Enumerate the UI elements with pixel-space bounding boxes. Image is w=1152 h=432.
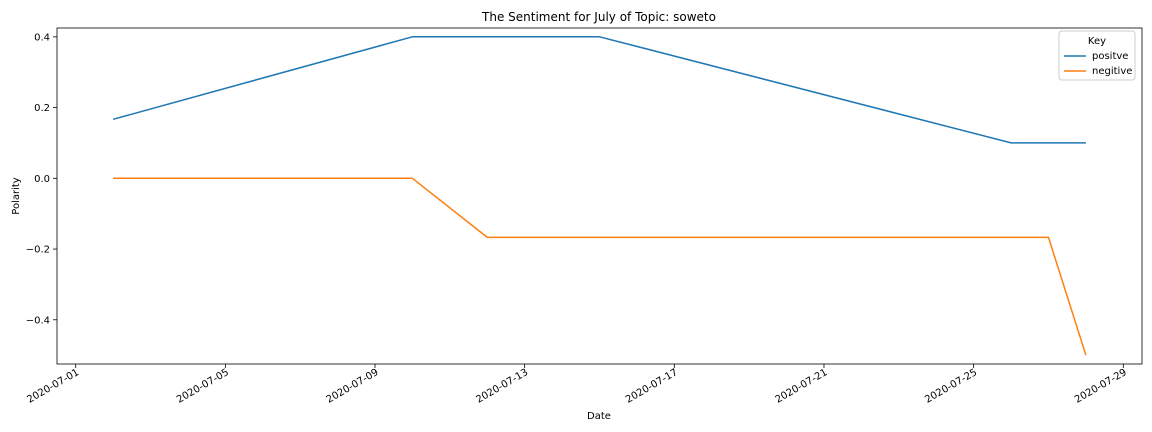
series-line-negitive bbox=[113, 177, 1087, 356]
chart-title: The Sentiment for July of Topic: soweto bbox=[481, 10, 716, 24]
legend-label-positve: positve bbox=[1092, 51, 1128, 62]
y-tick-label: 0.4 bbox=[34, 32, 50, 43]
legend-title: Key bbox=[1088, 36, 1106, 47]
plot-frame bbox=[56, 27, 1143, 365]
series-line-positve bbox=[112, 36, 1086, 144]
y-tick-label: −0.2 bbox=[26, 245, 50, 256]
y-axis-label: Polarity bbox=[11, 177, 22, 215]
y-tick-label: −0.4 bbox=[26, 315, 50, 326]
legend-label-negitive: negitive bbox=[1092, 66, 1132, 77]
series-group bbox=[112, 36, 1087, 356]
legend-box bbox=[1058, 30, 1136, 81]
plot-area bbox=[56, 27, 1143, 365]
y-tick-label: 0.0 bbox=[34, 174, 50, 185]
x-axis-label: Date bbox=[587, 411, 611, 422]
y-tick-label: 0.2 bbox=[34, 103, 50, 114]
legend: Key positve negitive bbox=[1058, 30, 1136, 81]
